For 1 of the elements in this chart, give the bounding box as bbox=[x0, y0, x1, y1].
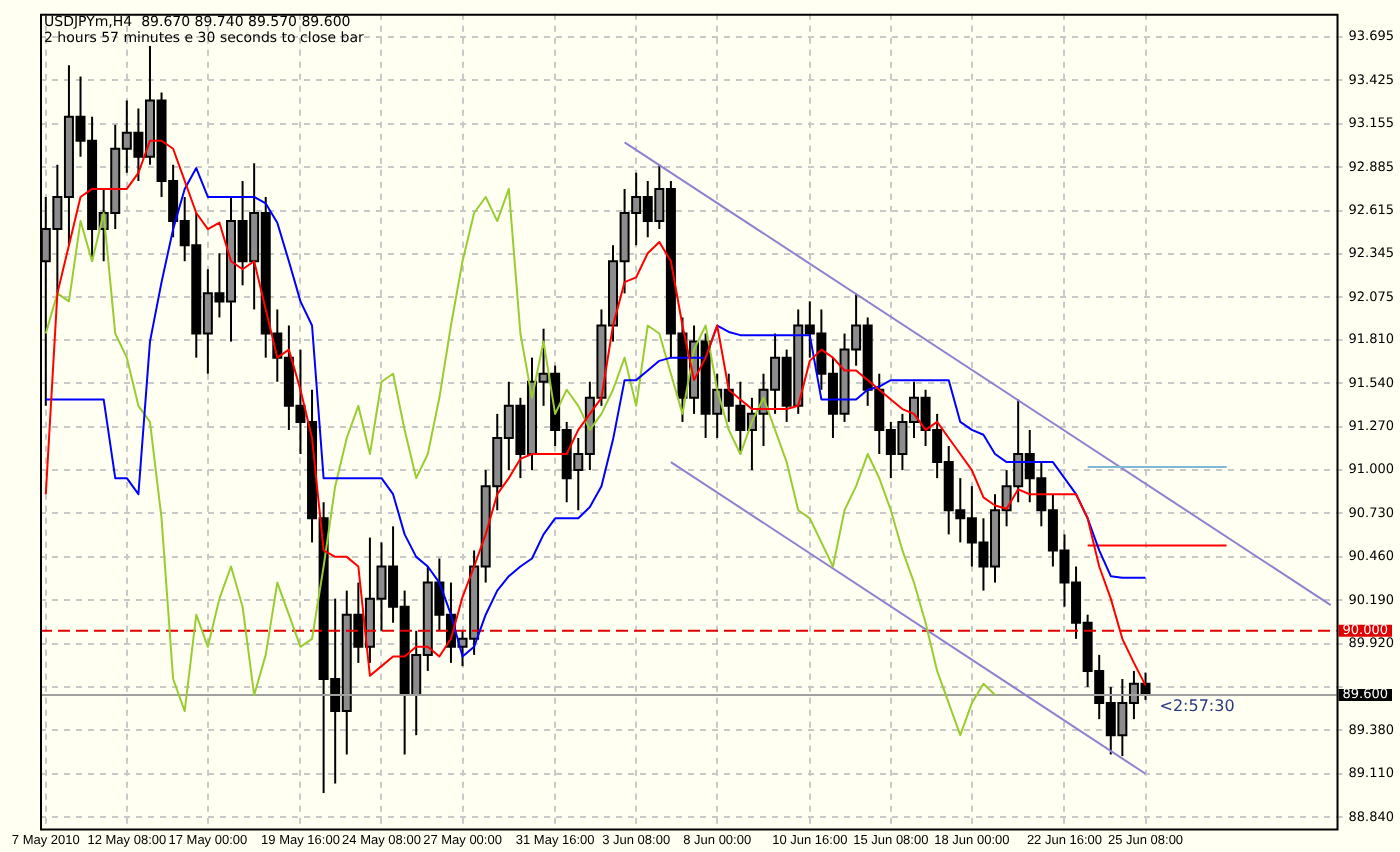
annotation: <2:57:30 bbox=[1159, 697, 1235, 716]
